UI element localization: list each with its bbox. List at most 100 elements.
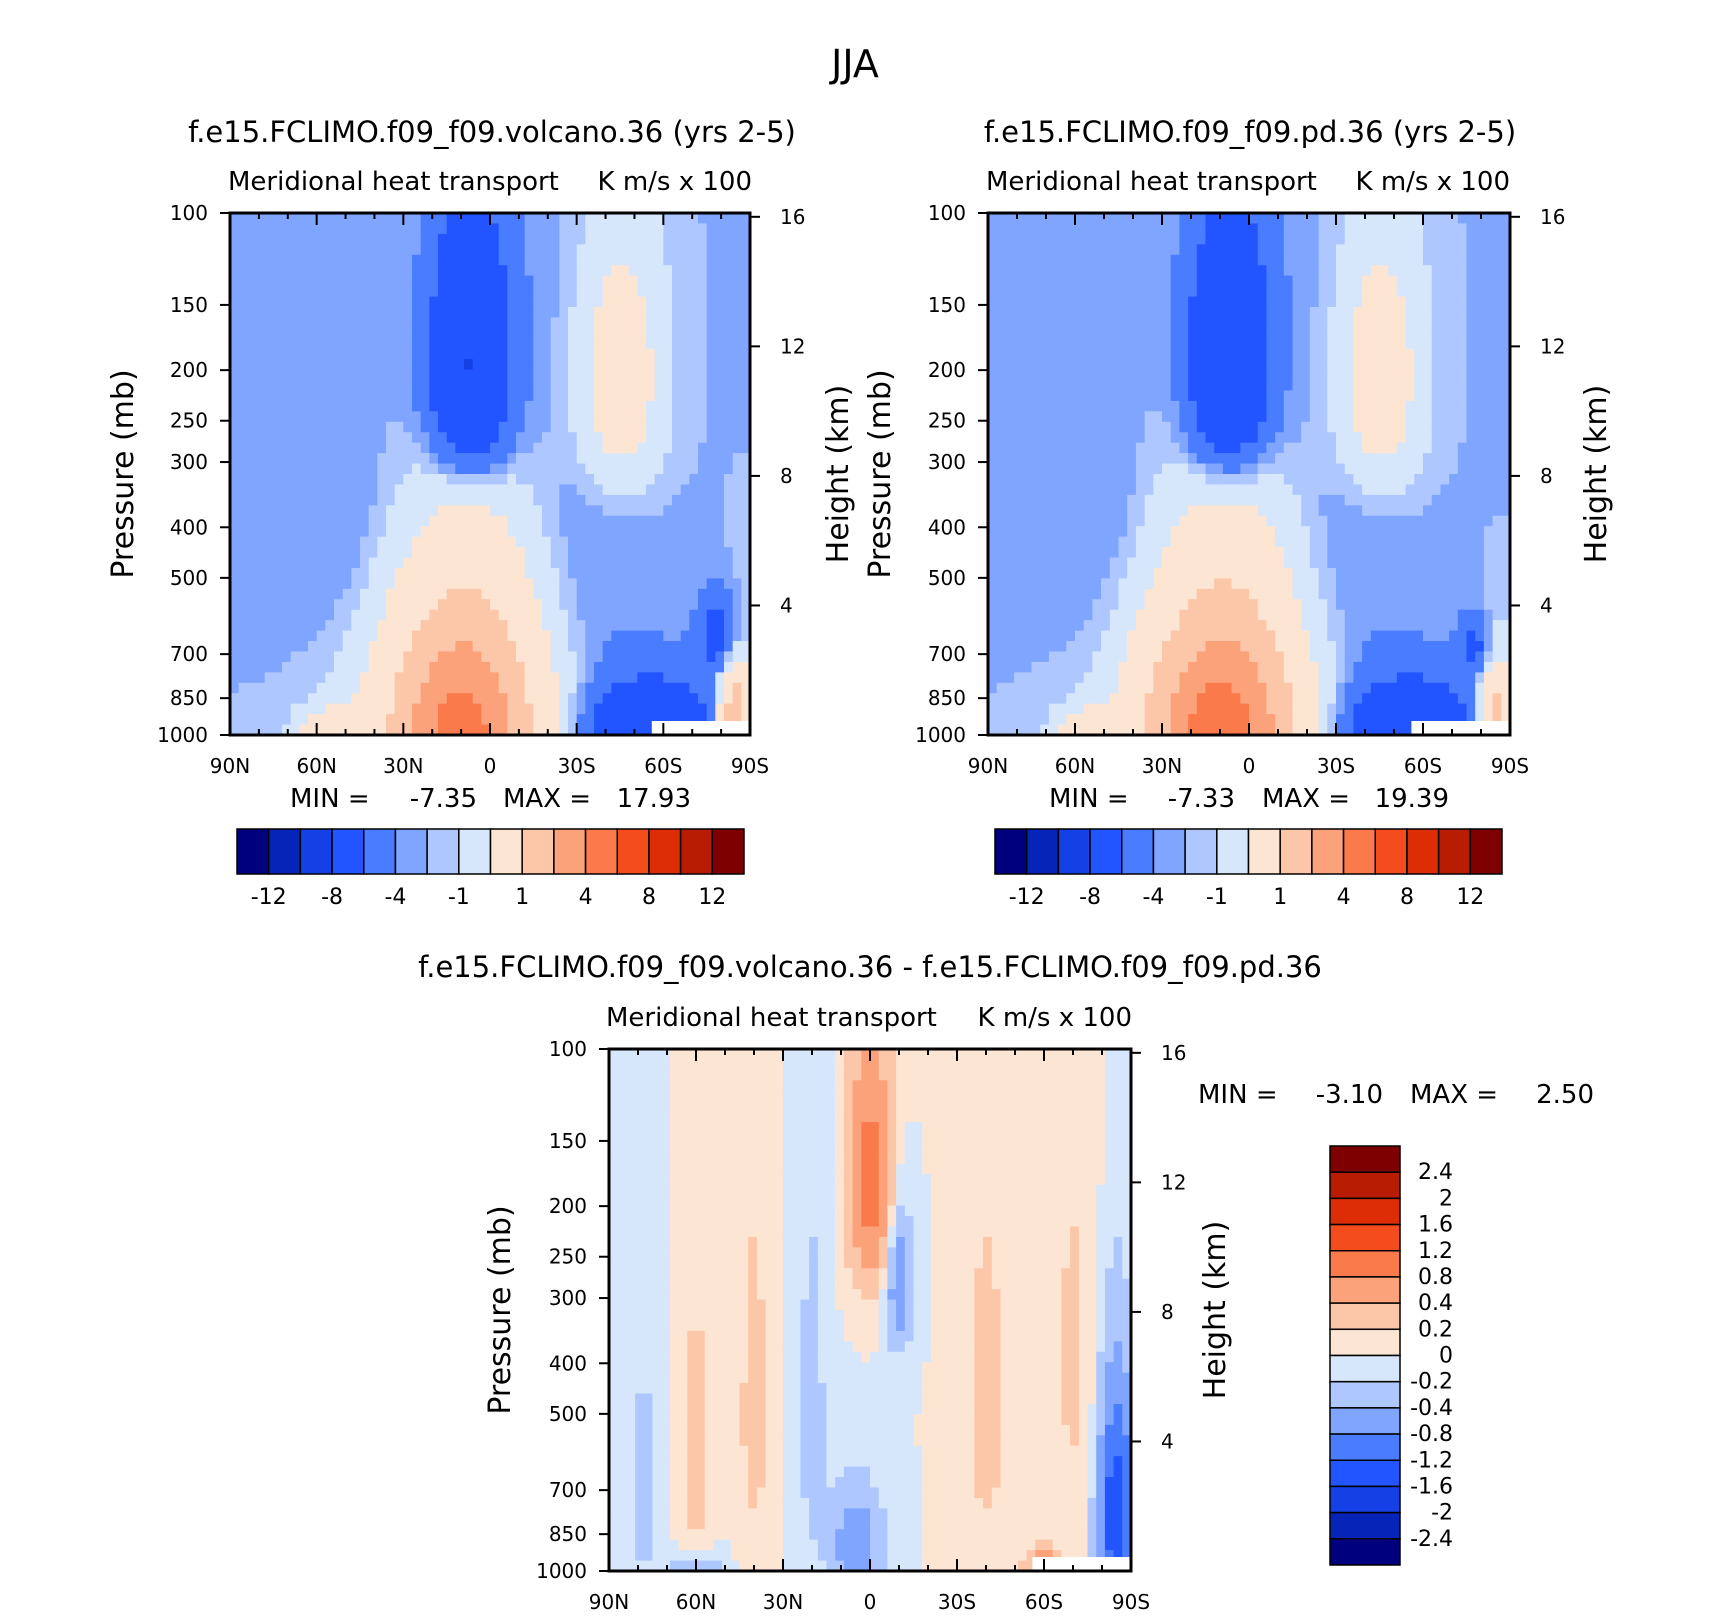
heatmap-cell bbox=[1309, 526, 1320, 538]
heatmap-cell bbox=[446, 338, 456, 350]
heatmap-cell bbox=[594, 233, 604, 245]
heatmap-cell bbox=[1275, 233, 1285, 245]
heatmap-cell bbox=[533, 233, 543, 245]
heatmap-cell bbox=[663, 286, 673, 298]
heatmap-cell bbox=[420, 432, 430, 444]
heatmap-cell bbox=[1240, 338, 1250, 350]
latitude-tick-label: 90S bbox=[731, 754, 769, 778]
heatmap-cell bbox=[611, 724, 621, 736]
heatmap-cell bbox=[1266, 474, 1276, 486]
heatmap-cell bbox=[1231, 254, 1241, 266]
heatmap-cell bbox=[1344, 254, 1354, 266]
heatmap-cell bbox=[1449, 453, 1459, 465]
heatmap-cell bbox=[472, 557, 482, 569]
heatmap-cell bbox=[264, 474, 274, 486]
heatmap-cell bbox=[325, 400, 335, 412]
heatmap-cell bbox=[1492, 380, 1502, 392]
heatmap-cell bbox=[299, 651, 309, 663]
heatmap-cell bbox=[1162, 254, 1172, 266]
heatmap-cell bbox=[472, 275, 482, 287]
heatmap-cell bbox=[472, 244, 482, 256]
heatmap-cell bbox=[602, 474, 612, 486]
heatmap-cell bbox=[663, 505, 673, 517]
heatmap-cell bbox=[568, 453, 578, 465]
heatmap-cell bbox=[996, 265, 1006, 277]
heatmap-cell bbox=[368, 463, 378, 475]
heatmap-cell bbox=[1388, 306, 1398, 318]
heatmap-cell bbox=[1188, 453, 1198, 465]
heatmap-cell bbox=[646, 630, 656, 642]
heatmap-cell bbox=[360, 244, 370, 256]
heatmap-cell bbox=[1362, 390, 1372, 402]
heatmap-cell bbox=[273, 609, 283, 621]
heatmap-cell bbox=[316, 411, 326, 423]
heatmap-cell bbox=[1066, 536, 1076, 548]
height-tick-label: 16 bbox=[780, 205, 805, 229]
heatmap-cell bbox=[1214, 474, 1224, 486]
heatmap-cell bbox=[273, 484, 283, 496]
heatmap-cell bbox=[1396, 359, 1407, 371]
heatmap-cell bbox=[689, 327, 699, 339]
heatmap-cell bbox=[1353, 526, 1363, 538]
heatmap-cell bbox=[412, 369, 422, 381]
heatmap-cell bbox=[542, 651, 552, 663]
heatmap-cell bbox=[238, 641, 248, 653]
heatmap-cell bbox=[568, 682, 578, 694]
heatmap-cell bbox=[351, 526, 361, 538]
heatmap-cell bbox=[394, 359, 404, 371]
heatmap-cell bbox=[1162, 223, 1172, 235]
heatmap-cell bbox=[1040, 515, 1050, 527]
heatmap-cell bbox=[1118, 536, 1128, 548]
heatmap-cell bbox=[1135, 390, 1146, 402]
heatmap-cell bbox=[1379, 474, 1389, 486]
heatmap-cell bbox=[594, 317, 604, 329]
heatmap-cell bbox=[1231, 244, 1241, 256]
heatmap-cell bbox=[273, 306, 283, 318]
heatmap-cell bbox=[680, 453, 690, 465]
heatmap-cell bbox=[646, 651, 656, 663]
heatmap-cell bbox=[646, 724, 656, 736]
heatmap-cell bbox=[1214, 254, 1224, 266]
heatmap-cell bbox=[351, 380, 361, 392]
heatmap-cell bbox=[1309, 484, 1320, 496]
heatmap-cell bbox=[299, 327, 309, 339]
heatmap-cell bbox=[585, 338, 595, 350]
heatmap-cell bbox=[732, 223, 742, 235]
heatmap-cell bbox=[1301, 254, 1311, 266]
heatmap-cell bbox=[1266, 286, 1276, 298]
heatmap-cell bbox=[256, 390, 266, 402]
heatmap-cell bbox=[542, 672, 552, 684]
heatmap-cell bbox=[672, 703, 682, 715]
heatmap-cell bbox=[455, 254, 465, 266]
heatmap-cell bbox=[1344, 505, 1354, 517]
heatmap-cell bbox=[394, 453, 404, 465]
heatmap-cell bbox=[316, 348, 326, 360]
heatmap-cell bbox=[732, 693, 742, 705]
heatmap-cell bbox=[706, 641, 716, 653]
heatmap-cell bbox=[1431, 338, 1441, 350]
heatmap-cell bbox=[429, 474, 439, 486]
heatmap-cell bbox=[1057, 286, 1067, 298]
heatmap-cell bbox=[1431, 327, 1441, 339]
heatmap-cell bbox=[585, 515, 595, 527]
heatmap-cell bbox=[446, 317, 456, 329]
heatmap-cell bbox=[533, 327, 543, 339]
heatmap-cell bbox=[230, 390, 240, 402]
heatmap-cell bbox=[680, 557, 690, 569]
heatmap-cell bbox=[559, 223, 569, 235]
heatmap-cell bbox=[1075, 400, 1085, 412]
heatmap-cell bbox=[472, 213, 482, 225]
heatmap-cell bbox=[602, 661, 612, 673]
heatmap-cell bbox=[481, 630, 491, 642]
pressure-tick-label: 500 bbox=[170, 566, 208, 590]
heatmap-cell bbox=[672, 400, 682, 412]
heatmap-cell bbox=[1222, 317, 1233, 329]
heatmap-cell bbox=[290, 306, 300, 318]
heatmap-cell bbox=[1188, 275, 1198, 287]
heatmap-cell bbox=[594, 275, 604, 287]
heatmap-cell bbox=[732, 536, 742, 548]
heatmap-cell bbox=[706, 296, 716, 308]
heatmap-cell bbox=[1396, 244, 1407, 256]
heatmap-cell bbox=[724, 254, 734, 266]
heatmap-cell bbox=[1301, 421, 1311, 433]
